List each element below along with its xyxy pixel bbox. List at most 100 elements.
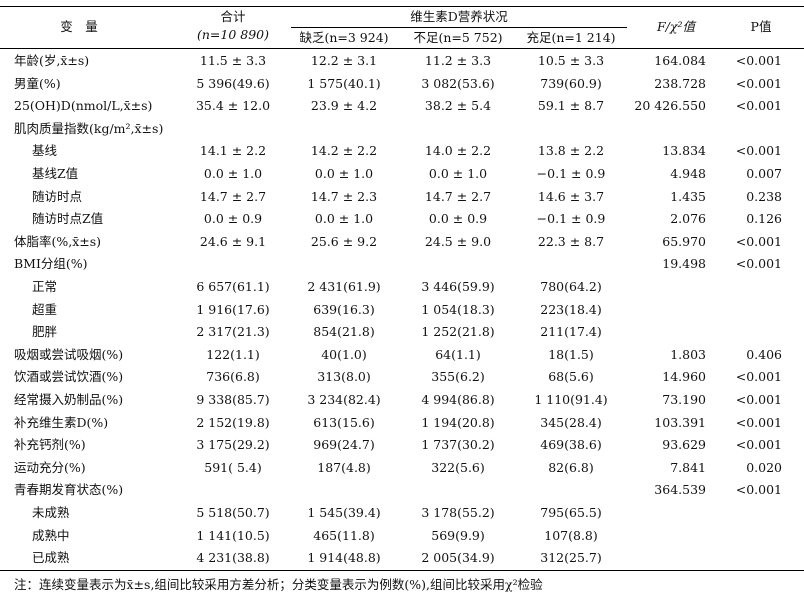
cell-p: <0.001 [735, 98, 782, 114]
cell-suf: 14.6 ± 3.7 [537, 188, 605, 204]
cell-def: 23.9 ± 4.2 [310, 98, 378, 114]
header-insufficient: 不足(n=5 752) [413, 30, 503, 45]
cell-stat: 93.629 [662, 437, 706, 453]
cell-suf: −0.1 ± 0.9 [536, 166, 606, 181]
cell-ins: 0.0 ± 0.9 [428, 211, 488, 227]
cell-p: 0.238 [746, 188, 782, 204]
cell-total: 2 317(21.3) [196, 324, 270, 340]
cell-suf: 10.5 ± 3.3 [537, 53, 605, 68]
cell-p: 0.406 [746, 346, 782, 362]
cell-suf: 107(8.8) [544, 527, 598, 543]
cell-ins: 4 994(86.8) [421, 392, 495, 407]
cell-ins: 355(6.2) [431, 369, 485, 385]
row-label: 男童(%) [14, 75, 61, 91]
row-label: 已成熟 [32, 550, 70, 566]
cell-total: 4 231(38.8) [196, 550, 270, 566]
row-label: 肥胖 [32, 324, 58, 340]
cell-def: 0.0 ± 1.0 [314, 166, 374, 181]
cell-def: 639(16.3) [313, 301, 375, 317]
cell-ins: 3 178(55.2) [421, 505, 495, 520]
cell-p: <0.001 [735, 392, 782, 407]
cell-ins: 2 005(34.9) [421, 550, 495, 566]
row-label: 随访时点Z值 [32, 211, 104, 227]
cell-ins: 3 082(53.6) [421, 75, 495, 91]
cell-total: 2 152(19.8) [196, 414, 270, 430]
cell-ins: 3 446(59.9) [421, 279, 495, 294]
cell-def: 25.6 ± 9.2 [310, 233, 378, 249]
cell-total: 14.7 ± 2.7 [199, 188, 267, 204]
cell-stat: 1.435 [670, 188, 706, 204]
cell-def: 1 914(48.8) [307, 550, 381, 566]
cell-total: 1 141(10.5) [196, 527, 270, 543]
cell-ins: 64(1.1) [435, 346, 481, 362]
cell-ins: 0.0 ± 1.0 [428, 166, 488, 181]
cell-suf: 223(18.4) [540, 301, 602, 317]
cell-stat: 103.391 [654, 414, 706, 430]
cell-def: 1 545(39.4) [307, 505, 381, 520]
cell-suf: 68(5.6) [548, 369, 594, 385]
cell-p: <0.001 [735, 53, 782, 68]
cell-def: 854(21.8) [313, 324, 375, 340]
cell-ins: 322(5.6) [431, 459, 485, 475]
row-label: 基线Z值 [32, 166, 79, 181]
cell-suf: −0.1 ± 0.9 [536, 211, 606, 227]
cell-total: 11.5 ± 3.3 [199, 53, 267, 68]
row-label: 青春期发育状态(%) [14, 482, 124, 498]
row-label: 成熟中 [32, 527, 70, 543]
cell-p: <0.001 [735, 482, 782, 498]
row-label: 肌肉质量指数(kg/m²,x̄±s) [14, 120, 164, 136]
cell-suf: 469(38.6) [540, 437, 602, 453]
cell-stat: 364.539 [654, 482, 706, 498]
cell-total: 9 338(85.7) [196, 392, 270, 407]
cell-p: <0.001 [735, 233, 782, 249]
cell-stat: 14.960 [662, 369, 706, 385]
header-sufficient: 充足(n=1 214) [526, 30, 616, 45]
table-note: 注：连续变量表示为x̄±s,组间比较采用方差分析；分类变量表示为例数(%),组间… [14, 577, 543, 592]
cell-ins: 1 737(30.2) [421, 437, 495, 453]
cell-suf: 312(25.7) [540, 550, 602, 566]
cell-def: 2 431(61.9) [307, 279, 381, 294]
cell-total: 35.4 ± 12.0 [195, 98, 271, 114]
header-variable: 变 量 [60, 19, 98, 34]
cell-p: 0.020 [746, 459, 782, 475]
cell-suf: 13.8 ± 2.2 [537, 143, 605, 159]
cell-stat: 238.728 [654, 75, 706, 91]
row-label: 补充钙剂(%) [14, 437, 86, 453]
row-label: 饮酒或尝试饮酒(%) [14, 369, 124, 385]
cell-total: 5 396(49.6) [196, 75, 270, 91]
cell-suf: 211(17.4) [540, 324, 602, 340]
cell-total: 591( 5.4) [204, 459, 262, 475]
cell-p: <0.001 [735, 437, 782, 453]
cell-ins: 1 054(18.3) [421, 301, 495, 317]
cell-def: 613(15.6) [313, 414, 375, 430]
row-label: 运动充分(%) [14, 459, 86, 475]
cell-stat: 4.948 [670, 166, 706, 181]
cell-stat: 1.803 [670, 346, 706, 362]
cell-stat: 73.190 [662, 392, 706, 407]
cell-ins: 38.2 ± 5.4 [424, 98, 492, 114]
cell-suf: 739(60.9) [540, 75, 602, 91]
header-rule [0, 48, 804, 49]
row-label: 基线 [32, 143, 58, 159]
cell-suf: 345(28.4) [540, 414, 602, 430]
cell-suf: 18(1.5) [548, 346, 594, 362]
cell-ins: 24.5 ± 9.0 [424, 233, 492, 249]
cell-def: 1 575(40.1) [307, 75, 381, 91]
row-label: 经常摄入奶制品(%) [14, 392, 124, 407]
row-label: 超重 [32, 301, 58, 317]
cell-p: 0.007 [746, 166, 782, 181]
header-total: 合计 [220, 9, 246, 24]
cell-total: 5 518(50.7) [196, 505, 270, 520]
group-rule [291, 27, 627, 28]
row-label: 未成熟 [32, 505, 70, 520]
cell-def: 969(24.7) [313, 437, 375, 453]
cell-total: 0.0 ± 1.0 [203, 166, 263, 181]
cell-def: 14.7 ± 2.3 [310, 188, 378, 204]
header-deficient: 缺乏(n=3 924) [299, 30, 389, 45]
cell-suf: 795(65.5) [540, 505, 602, 520]
row-label: 吸烟或尝试吸烟(%) [14, 346, 124, 362]
cell-suf: 22.3 ± 8.7 [537, 233, 605, 249]
cell-p: <0.001 [735, 75, 782, 91]
cell-p: <0.001 [735, 414, 782, 430]
cell-p: 0.126 [746, 211, 782, 227]
